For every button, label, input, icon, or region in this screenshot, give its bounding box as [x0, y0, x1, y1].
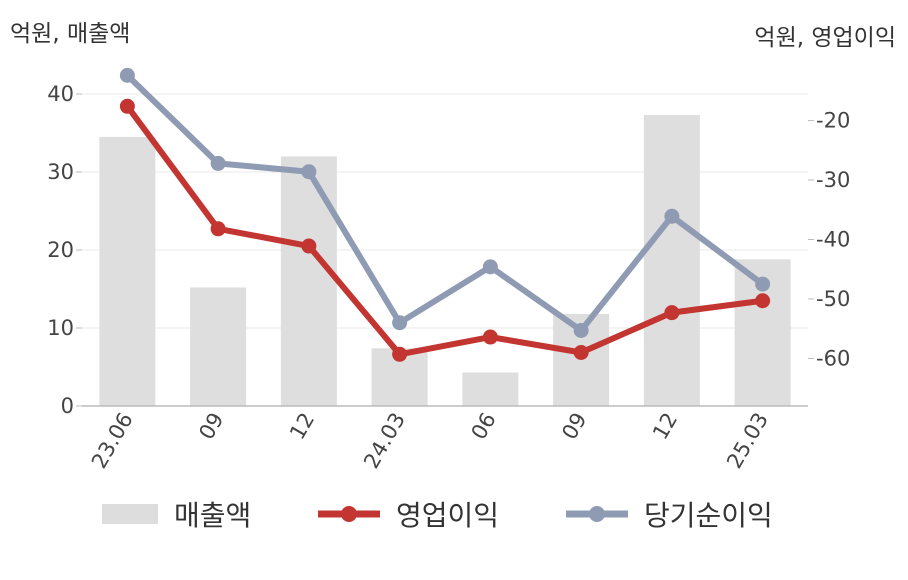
combo-chart: 0 10 20 30 40 -20 -30 -40 -50 -60 23.06 09 12 24.03 06…: [47, 67, 850, 473]
point-net-income: [301, 164, 317, 180]
point-net-income: [119, 67, 135, 83]
bar-revenue: [462, 372, 519, 406]
point-operating-profit: [755, 293, 771, 309]
point-operating-profit: [119, 98, 135, 114]
right-tick-label: -60: [816, 346, 850, 370]
point-net-income: [392, 315, 408, 331]
right-tick-label: -30: [816, 168, 850, 192]
left-tick-label: 0: [61, 394, 74, 418]
left-tick-label: 40: [47, 82, 74, 106]
point-operating-profit: [301, 238, 317, 254]
right-tick-label: -50: [816, 287, 850, 311]
legend-swatch-operating-profit: [318, 506, 380, 522]
point-operating-profit: [664, 305, 680, 321]
legend-item-operating-profit: 영업이익: [318, 492, 499, 536]
bar-revenue: [190, 287, 247, 406]
legend-label-net-income: 당기순이익: [644, 499, 773, 532]
bar-revenue: [99, 136, 156, 406]
legend-swatch-revenue: [102, 504, 158, 524]
legend-swatch-net-income: [566, 506, 628, 522]
x-tick-label: 23.06: [87, 409, 138, 473]
series-line-operating-profit: [124, 103, 766, 358]
chart-legend: 매출액 영업이익 당기순이익: [0, 492, 908, 536]
x-tick-label: 12: [648, 409, 682, 444]
legend-item-net-income: 당기순이익: [566, 492, 773, 536]
left-tick-label: 20: [47, 238, 74, 262]
bar-revenue: [643, 115, 700, 406]
x-tick-label: 09: [194, 409, 228, 444]
point-operating-profit: [392, 346, 408, 362]
bar-revenue: [280, 156, 337, 406]
left-axis-unit: 억원, 매출액: [10, 21, 131, 47]
x-tick-label: 25.03: [722, 409, 773, 473]
series-line-net-income: [124, 72, 766, 334]
left-tick-label: 30: [47, 160, 74, 184]
right-axis-unit: 억원, 영업이익: [754, 25, 896, 51]
point-net-income: [755, 276, 771, 292]
right-tick-label: -40: [816, 228, 850, 252]
left-tick-label: 10: [47, 316, 74, 340]
right-tick-label: -20: [816, 109, 850, 133]
x-tick-label: 12: [285, 409, 319, 444]
point-operating-profit: [482, 329, 498, 345]
legend-label-operating-profit: 영업이익: [396, 499, 500, 532]
x-tick-label: 09: [557, 409, 591, 444]
point-operating-profit: [573, 344, 589, 360]
point-net-income: [664, 208, 680, 224]
legend-label-revenue: 매출액: [174, 499, 252, 532]
legend-item-revenue: 매출액: [102, 492, 251, 536]
point-net-income: [482, 259, 498, 275]
point-net-income: [573, 322, 589, 338]
x-tick-label: 06: [467, 409, 501, 444]
point-net-income: [210, 155, 226, 171]
x-tick-label: 24.03: [359, 409, 410, 473]
point-operating-profit: [210, 221, 226, 237]
